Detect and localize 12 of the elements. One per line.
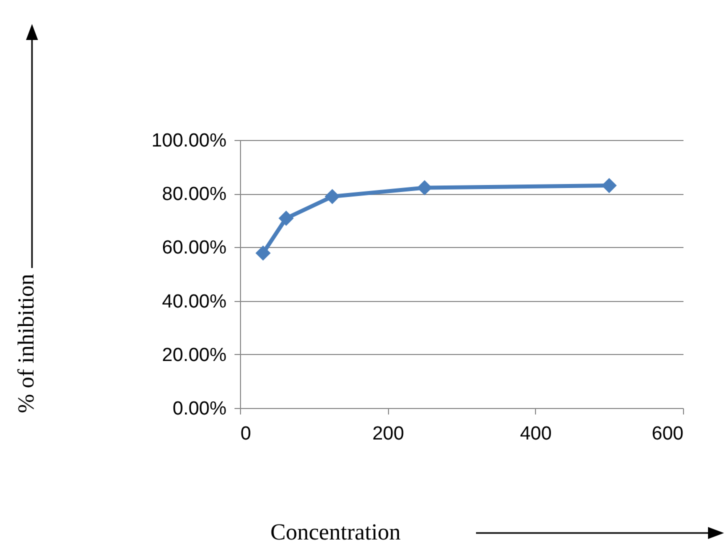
x-tick-label: 600 — [652, 424, 684, 444]
y-tick-label: 0.00% — [172, 398, 227, 420]
y-tick-label: 80.00% — [162, 184, 227, 206]
x-tick-label: 0 — [240, 424, 252, 444]
y-tick-label: 20.00% — [162, 344, 227, 366]
x-tick-label: 200 — [372, 424, 404, 444]
y-tick-label: 40.00% — [162, 291, 227, 312]
x-tick-label: 400 — [520, 424, 552, 444]
y-axis-title: % of inhibition — [14, 273, 38, 414]
x-axis-title: Concentration — [270, 520, 402, 544]
y-tick-label: 100.00% — [151, 130, 227, 152]
y-tick-label: 60.00% — [162, 238, 227, 259]
